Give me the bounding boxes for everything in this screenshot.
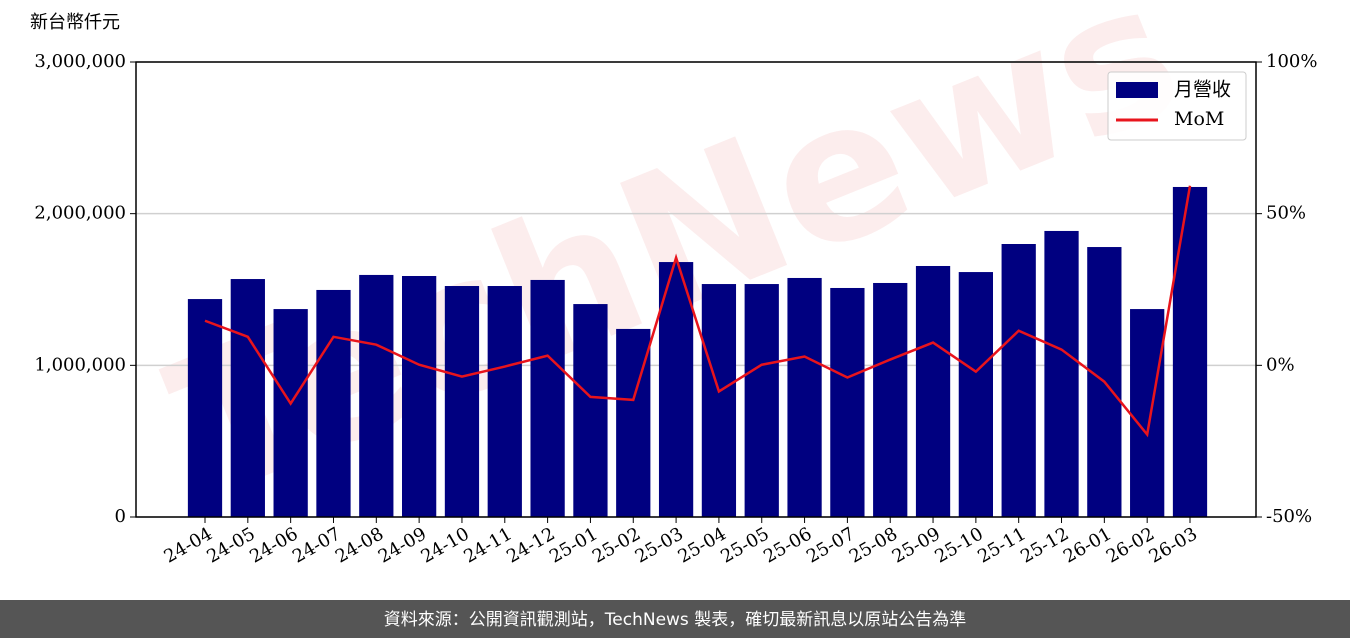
bar <box>230 279 265 517</box>
x-tick-label: 25-05 <box>717 523 772 567</box>
bar <box>273 309 308 517</box>
y-axis-label: 新台幣仟元 <box>30 12 120 33</box>
x-tick-label: 24-07 <box>289 523 344 567</box>
footer-text: 資料來源：公開資訊觀測站，TechNews 製表，確切最新訊息以原站公告為準 <box>384 610 966 630</box>
y-tick-label: 2,000,000 <box>34 203 126 224</box>
x-tick-label: 25-01 <box>546 523 601 567</box>
x-tick-label: 25-11 <box>974 523 1029 567</box>
x-tick-label: 26-02 <box>1103 523 1158 567</box>
bar <box>1044 230 1079 517</box>
x-tick-label: 24-04 <box>161 523 216 567</box>
mom-line <box>204 185 1192 438</box>
x-tick-label: 25-09 <box>889 523 944 567</box>
y-tick-label: 0 <box>115 506 126 527</box>
bar <box>787 277 822 517</box>
plot-frame <box>135 61 1257 518</box>
bar <box>487 286 522 517</box>
legend-label: MoM <box>1174 108 1224 130</box>
bar <box>701 284 737 517</box>
x-tick-label: 26-03 <box>1146 523 1201 567</box>
y2-tick-label: 100% <box>1266 51 1317 72</box>
y2-tick-label: -50% <box>1266 506 1312 527</box>
x-tick-label: 25-12 <box>1017 523 1072 567</box>
bar <box>316 289 351 517</box>
bar <box>958 272 993 517</box>
bar <box>573 304 608 517</box>
x-tick-label: 25-08 <box>846 523 901 567</box>
x-tick-label: 24-11 <box>460 523 515 567</box>
x-tick-label: 24-08 <box>332 523 387 567</box>
bar <box>830 287 865 517</box>
x-tick-label: 25-10 <box>931 523 986 567</box>
footer-bar <box>0 600 1350 638</box>
x-tick-label: 25-02 <box>589 523 644 567</box>
legend-swatch <box>1116 82 1158 98</box>
bar <box>187 299 223 517</box>
bar <box>744 284 779 517</box>
legend-label: 月營收 <box>1174 79 1231 101</box>
bar <box>1001 244 1036 517</box>
x-tick-label: 24-12 <box>503 523 558 567</box>
x-tick-label: 24-10 <box>418 523 473 567</box>
x-tick-label: 24-06 <box>246 523 301 567</box>
x-tick-label: 25-07 <box>803 523 858 567</box>
x-tick-label: 26-01 <box>1060 523 1115 567</box>
x-tick-label: 24-09 <box>375 523 430 567</box>
y-tick-label: 3,000,000 <box>34 51 126 72</box>
y2-tick-label: 0% <box>1266 354 1295 375</box>
bar <box>915 265 951 517</box>
bar <box>873 282 908 517</box>
x-tick-label: 25-06 <box>760 523 815 567</box>
bar <box>359 274 394 517</box>
y-tick-label: 1,000,000 <box>34 354 126 375</box>
bar <box>658 262 694 517</box>
bar <box>1172 186 1208 517</box>
x-tick-label: 25-03 <box>632 523 687 567</box>
bar <box>530 279 565 517</box>
y2-tick-label: 50% <box>1266 203 1306 224</box>
bar <box>1130 309 1165 517</box>
bar <box>444 286 480 517</box>
bar <box>402 276 437 517</box>
x-tick-label: 25-04 <box>674 523 729 567</box>
